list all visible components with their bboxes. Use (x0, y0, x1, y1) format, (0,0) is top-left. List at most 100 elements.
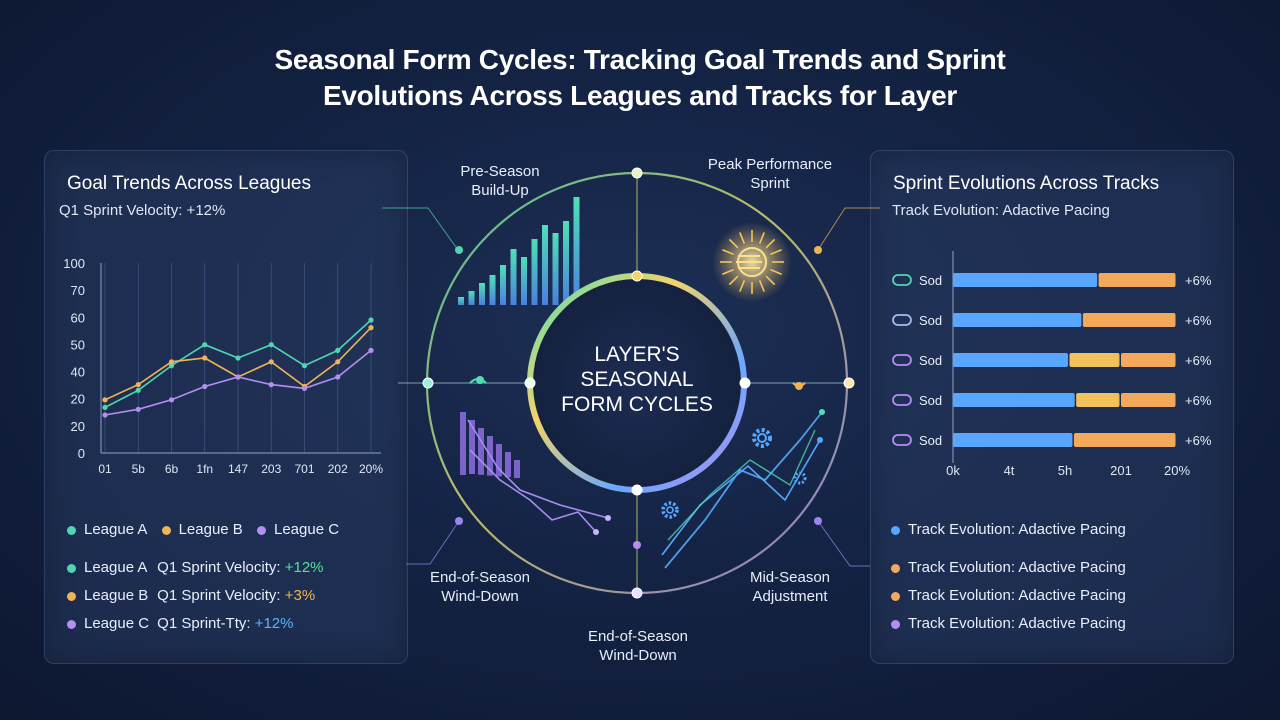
bar-segment (953, 313, 1082, 327)
goal-trends-panel: Goal Trends Across Leagues Q1 Sprint Vel… (44, 150, 408, 664)
preseason-bar (521, 257, 527, 305)
data-point (268, 359, 274, 365)
bar-segment (1121, 393, 1176, 407)
wind-down-trend-line-2 (469, 449, 597, 533)
bar-value-label: +6% (1185, 313, 1212, 328)
mid-season-line-3 (667, 429, 816, 541)
bar-segment (953, 273, 1098, 287)
data-point (335, 359, 341, 365)
winddown-bar (487, 436, 493, 476)
track-legend-item-4: Track Evolution: Adactive Pacing (891, 615, 1126, 632)
preseason-bars (458, 197, 580, 305)
sun-ray (722, 249, 734, 256)
track-icon (892, 274, 912, 286)
legend-item-league-c: League C (256, 521, 339, 538)
connector-midseason (817, 520, 870, 567)
goal-trends-chart: 0 20 20 40 50 60 70 100 01 5b 6b 1fn 147 203 701 202 20… (63, 256, 383, 476)
data-point (135, 387, 141, 393)
y-tick-label: 0 (78, 446, 85, 461)
preseason-bar (458, 297, 464, 305)
bar-segment (953, 393, 1075, 407)
goal-trends-title: Goal Trends Across Leagues (67, 173, 311, 194)
bar-segment (1069, 353, 1120, 367)
goal-trends-subtitle: Q1 Sprint Velocity: +12% (59, 202, 226, 219)
stat-row-league-b: League B Q1 Sprint Velocity: +3% (67, 587, 315, 604)
track-label: Sod (919, 273, 942, 288)
cycle-node (422, 377, 434, 389)
x-tick-label: 201 (1110, 463, 1132, 478)
phase-label-midseason: Mid-Season Adjustment (749, 569, 831, 605)
data-point (168, 363, 175, 369)
preseason-bar (573, 197, 580, 305)
bar-segment (1082, 313, 1176, 327)
bar-value-label: +6% (1185, 393, 1212, 408)
pulse-left (469, 378, 487, 384)
track-legend-item-2: Track Evolution: Adactive Pacing (891, 559, 1126, 576)
preseason-bar (542, 225, 548, 305)
title-line-1: Seasonal Form Cycles: Tracking Goal Tren… (274, 44, 1006, 75)
winddown-bar (514, 460, 520, 478)
x-tick-label: 5h (1058, 463, 1072, 478)
phase-label-preseason: Pre-Season Build-Up (460, 163, 540, 199)
track-label: Sod (919, 393, 942, 408)
sun-ray (765, 238, 776, 249)
mid-season-line-1 (664, 411, 823, 569)
x-tick-label: 01 (98, 462, 112, 476)
sun-ray (739, 232, 746, 244)
wind-down-trend-line (467, 419, 609, 519)
preseason-bar (563, 221, 569, 305)
phase-label-winddown-bottom: End-of-Season Wind-Down (587, 628, 689, 664)
cycle-node (843, 377, 855, 389)
goal-trends-legend: League A League B League C (67, 521, 349, 538)
cycle-node (739, 377, 751, 389)
stat-row-league-c: League C Q1 Sprint-Τty: +12% (67, 615, 294, 632)
x-tick-label: 203 (261, 462, 281, 476)
winddown-bar (496, 444, 502, 477)
preseason-bar (468, 291, 475, 305)
data-point (301, 363, 308, 369)
track-label: Sod (919, 433, 942, 448)
y-tick-label: 20 (71, 392, 85, 407)
cycle-node (631, 270, 643, 282)
sun-ray (739, 280, 746, 292)
data-point (168, 397, 175, 403)
cycle-node (631, 167, 643, 179)
y-tick-label: 40 (71, 365, 85, 380)
bar-segment (1098, 273, 1176, 287)
data-point (335, 347, 341, 353)
x-tick-label: 4t (1004, 463, 1015, 478)
pulse-right (792, 382, 806, 387)
data-point (268, 342, 274, 348)
data-point (368, 347, 374, 353)
track-icon (892, 394, 912, 406)
mid-season-line-2 (661, 439, 821, 556)
track-icon (892, 354, 912, 366)
data-point (202, 355, 208, 361)
preseason-bar (489, 275, 496, 305)
bar-segment (953, 353, 1068, 367)
winddown-bar (469, 420, 475, 474)
wind-down-bars (460, 412, 520, 478)
data-point (202, 342, 208, 348)
data-point (235, 374, 241, 380)
preseason-bar (500, 265, 506, 305)
sun-ray (722, 268, 734, 275)
data-point (301, 385, 308, 391)
track-label: Sod (919, 353, 942, 368)
x-tick-label: 147 (228, 462, 248, 476)
sprint-evolutions-panel: Sprint Evolutions Across Tracks Track Ev… (870, 150, 1234, 664)
sprint-evolutions-subtitle: Track Evolution: Adactive Pacing (892, 202, 1110, 219)
title-line-2: Evolutions Across Leagues and Tracks for… (322, 80, 958, 111)
x-tick-label: 6b (165, 462, 179, 476)
bar-segment (1073, 433, 1176, 447)
stat-row-league-a: League A Q1 Sprint Velocity: +12% (67, 559, 324, 576)
winddown-bar (478, 428, 484, 475)
bar-segment (1076, 393, 1120, 407)
x-tick-label: 20% (1164, 463, 1190, 478)
data-point (368, 317, 374, 323)
bar-segment (1121, 353, 1176, 367)
x-tick-label: 0k (946, 463, 960, 478)
sun-ray (758, 232, 765, 244)
x-tick-label: 5b (132, 462, 146, 476)
track-icon (892, 434, 912, 446)
